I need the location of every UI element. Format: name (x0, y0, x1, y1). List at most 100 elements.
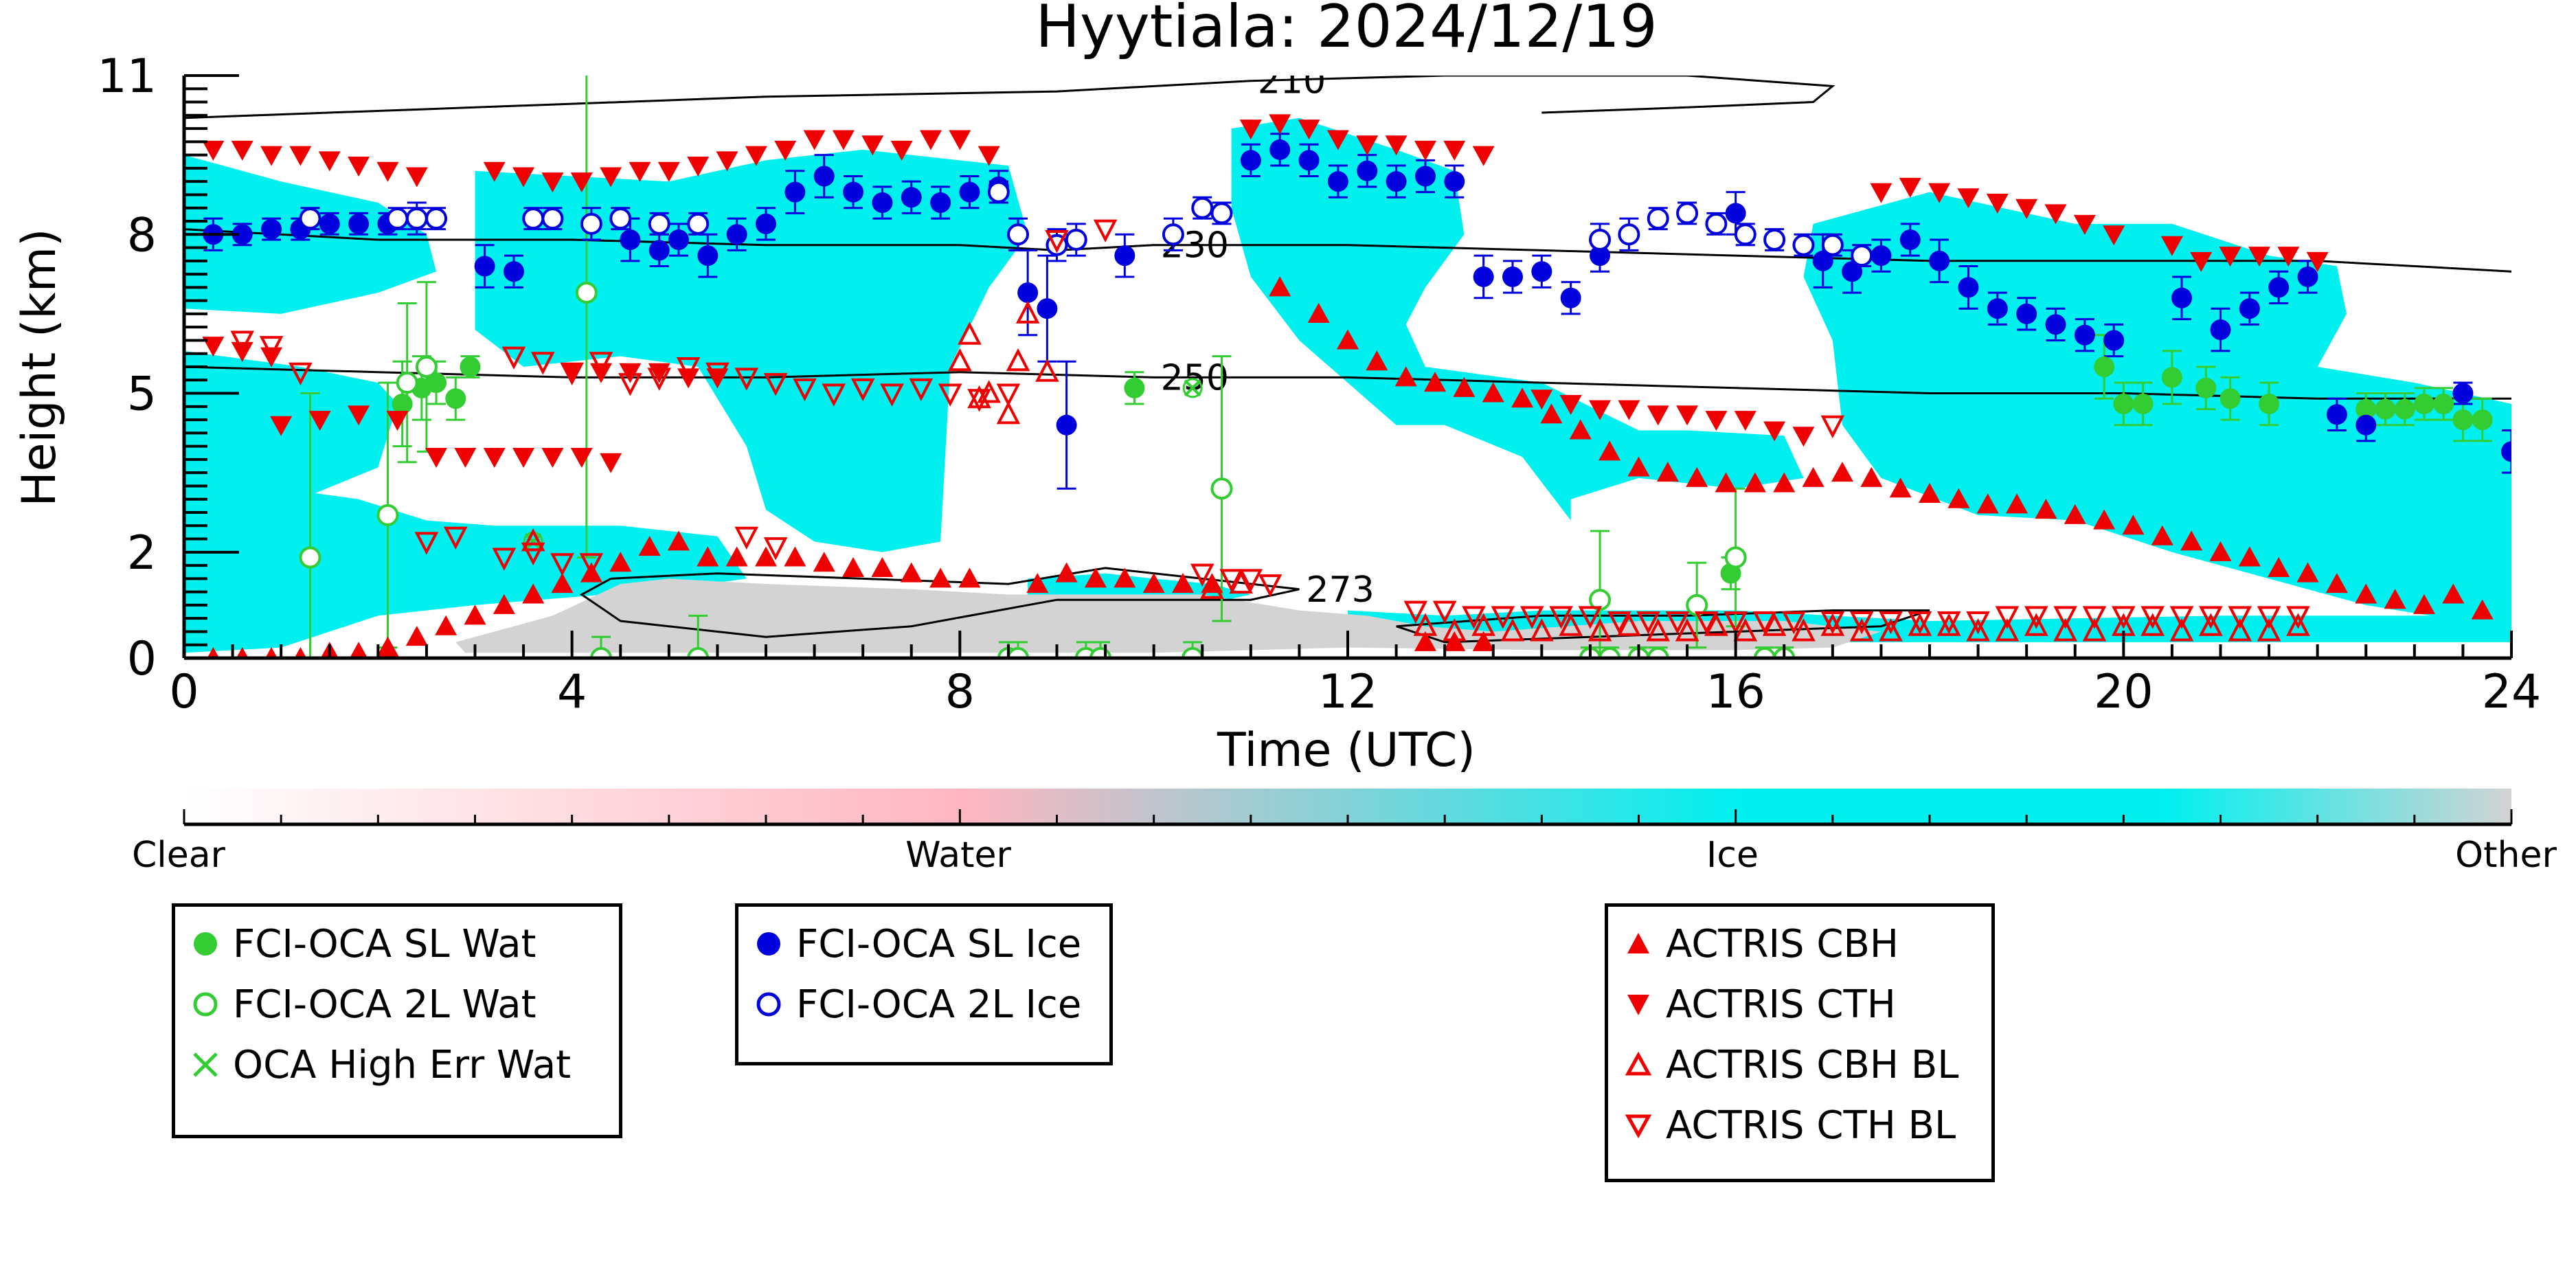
marker-fci-oca-sl-ice (2297, 266, 2318, 287)
marker-actris-cbh (2006, 493, 2029, 514)
marker-actris-cth-bl (1665, 611, 1690, 635)
marker-fci-oca-sl-ice (1590, 245, 1611, 267)
marker-actris-cth-bl (1936, 611, 1961, 635)
marker-actris-cth (231, 140, 253, 161)
marker-fci-oca-2l-wat (1007, 647, 1030, 658)
marker-actris-cth-bl (1219, 569, 1243, 592)
marker-actris-cth-bl (1258, 574, 1283, 598)
marker-actris-cth (2219, 247, 2241, 267)
marker-actris-cbh-bl (1500, 618, 1525, 642)
marker-fci-oca-2l-ice (1705, 212, 1728, 235)
marker-actris-cbh (1172, 573, 1195, 594)
marker-fci-oca-2l-wat (590, 647, 613, 658)
marker-actris-cbh (405, 626, 428, 646)
contour-line (184, 76, 1835, 120)
marker-actris-cth-bl (996, 383, 1021, 407)
marker-actris-cth (629, 161, 651, 182)
marker-actris-cbh (2093, 509, 2116, 530)
marker-actris-cbh (1201, 573, 1223, 594)
marker-fci-oca-sl-ice (1017, 282, 1039, 304)
marker-actris-cth (260, 146, 283, 166)
marker-fci-oca-sl-wat (2433, 393, 2454, 414)
marker-actris-cbh-bl (1442, 618, 1467, 642)
marker-fci-oca-sl-ice (1929, 250, 1950, 271)
marker-actris-cth-bl (1724, 611, 1748, 635)
marker-actris-cth (1385, 135, 1408, 156)
marker-fci-oca-2l-wat (376, 504, 399, 526)
marker-fci-oca-2l-ice (1763, 228, 1786, 251)
marker-actris-cth-bl (1966, 611, 1990, 635)
marker-actris-cth (1870, 183, 1893, 203)
marker-actris-cth (2103, 225, 2125, 246)
marker-fci-oca-sl-ice (784, 181, 806, 203)
marker-actris-cbh (1569, 419, 1592, 440)
marker-fci-oca-2l-wat (1647, 647, 1669, 658)
marker-actris-cbh (1802, 466, 1824, 487)
marker-fci-oca-sl-ice (2045, 314, 2066, 335)
marker-actris-cth-bl (1549, 606, 1573, 629)
marker-fci-oca-sl-ice (1114, 245, 1136, 267)
marker-fci-oca-sl-wat (2472, 409, 2493, 431)
marker-actris-cbh (1366, 350, 1388, 371)
marker-actris-cth-bl (793, 378, 817, 402)
marker-actris-cbh-bl (1936, 613, 1961, 636)
marker-actris-cth (1957, 188, 1980, 209)
marker-actris-cbh (1055, 562, 1078, 583)
marker-actris-cth-bl (1636, 611, 1660, 635)
marker-fci-oca-sl-ice (2268, 277, 2290, 298)
marker-actris-cbh (2180, 530, 2203, 551)
marker-fci-oca-2l-ice (405, 207, 428, 230)
marker-actris-cth-bl (560, 362, 584, 386)
marker-actris-cbh (2325, 573, 2348, 594)
marker-actris-cth (1986, 194, 2009, 214)
marker-actris-cbh (493, 594, 515, 614)
marker-actris-cbh (2355, 583, 2377, 604)
marker-actris-cth-bl (1519, 606, 1544, 629)
marker-fci-oca-2l-ice (1618, 223, 1640, 246)
marker-actris-cth-bl (1879, 611, 1903, 635)
marker-actris-cbh (1414, 631, 1436, 651)
y-tick-label: 5 (127, 368, 157, 422)
marker-actris-cbh (2471, 599, 2494, 620)
marker-actris-cth-bl (647, 368, 672, 391)
marker-actris-cth-bl (1607, 611, 1631, 635)
filled-circle-icon (757, 932, 780, 956)
marker-actris-cth (2190, 251, 2213, 272)
marker-actris-cbh (265, 647, 278, 658)
marker-fci-oca-sl-ice (2103, 330, 2125, 351)
marker-actris-cth (600, 453, 622, 473)
marker-actris-cbh (1686, 466, 1708, 487)
marker-fci-oca-2l-wat (415, 356, 438, 378)
marker-actris-cbh (435, 615, 457, 635)
marker-fci-oca-2l-wat (687, 647, 710, 658)
x-tick-label: 0 (169, 665, 199, 719)
open-triangle-up-icon (1625, 1051, 1652, 1076)
marker-actris-cth-bl (1820, 415, 1845, 439)
marker-actris-cth-bl (1782, 611, 1806, 635)
marker-fci-oca-sl-wat (445, 388, 466, 409)
marker-actris-cth-bl (1908, 611, 1932, 635)
marker-fci-oca-sl-ice (620, 229, 641, 250)
marker-fci-oca-2l-ice (1007, 223, 1030, 246)
marker-fci-oca-2l-ice (1792, 234, 1815, 256)
marker-actris-cth-bl (734, 368, 759, 391)
marker-fci-oca-sl-wat (2132, 393, 2154, 414)
marker-actris-cbh (1269, 276, 1291, 297)
x-tick-label: 8 (945, 665, 975, 719)
marker-fci-oca-sl-ice (1269, 139, 1291, 160)
marker-actris-cth-bl (967, 389, 991, 412)
marker-fci-oca-2l-ice (580, 212, 602, 235)
marker-actris-cbh (207, 647, 220, 658)
marker-actris-cbh (464, 605, 486, 625)
marker-fci-oca-sl-ice (1725, 203, 1746, 224)
marker-actris-cth (1734, 411, 1756, 431)
chart-title: Hyytiala: 2024/12/19 (1035, 0, 1657, 61)
marker-actris-cth-bl (734, 526, 759, 550)
marker-fci-oca-2l-wat (575, 282, 598, 304)
legend-item-cbh: ACTRIS CBH (1608, 916, 1899, 971)
marker-actris-cth-bl (230, 330, 254, 354)
marker-actris-cth (1676, 405, 1699, 426)
marker-actris-cth (1356, 135, 1379, 156)
